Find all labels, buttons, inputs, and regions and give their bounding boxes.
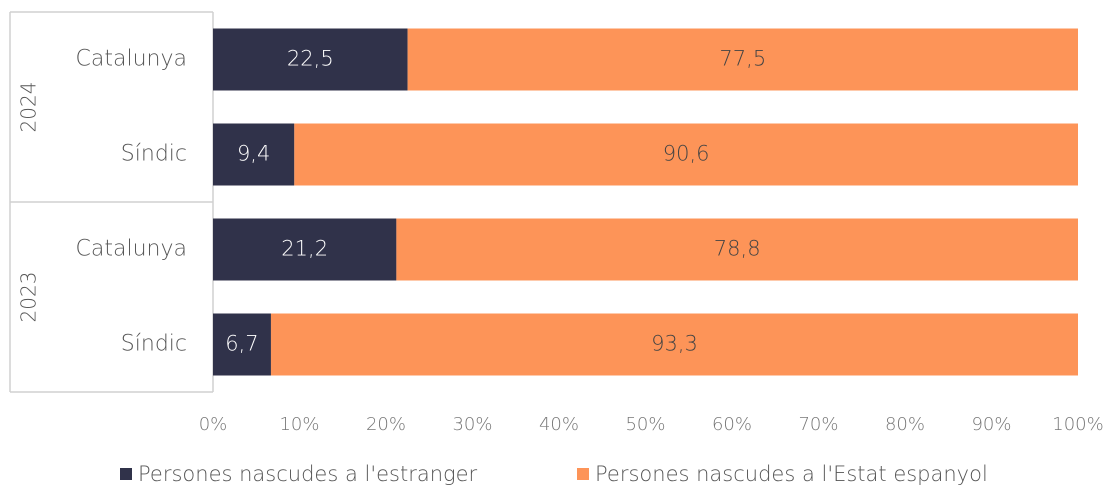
data-label: 22,5: [287, 47, 334, 71]
x-tick-label: 20%: [366, 414, 406, 435]
x-tick-label: 80%: [885, 414, 925, 435]
legend-swatch: [120, 468, 132, 480]
y-tick-label: Síndic: [121, 332, 187, 357]
data-label: 21,2: [281, 237, 328, 261]
data-label: 9,4: [237, 142, 270, 166]
data-label: 77,5: [719, 47, 766, 71]
x-tick-label: 50%: [625, 414, 665, 435]
data-label: 93,3: [651, 332, 698, 356]
data-label: 6,7: [225, 332, 258, 356]
x-tick-label: 70%: [798, 414, 838, 435]
x-tick-label: 40%: [539, 414, 579, 435]
group-label: 2023: [17, 272, 41, 323]
bar-segment: [407, 28, 1078, 91]
bar-segment: [213, 28, 408, 91]
legend-swatch: [577, 468, 589, 480]
legend-label: Persones nascudes a l'estranger: [138, 462, 478, 486]
y-tick-label: Catalunya: [76, 237, 187, 262]
x-tick-label: 90%: [971, 414, 1011, 435]
data-label: 78,8: [714, 237, 761, 261]
y-tick-label: Catalunya: [76, 47, 187, 72]
bar-segment: [270, 313, 1079, 376]
bar-segment: [213, 313, 271, 376]
legend-label: Persones nascudes a l'Estat espanyol: [595, 462, 988, 486]
y-tick-label: Síndic: [121, 142, 187, 167]
x-tick-label: 100%: [1052, 414, 1103, 435]
group-label: 2024: [17, 82, 41, 133]
data-label: 90,6: [663, 142, 710, 166]
bar-segment: [294, 123, 1078, 186]
x-tick-label: 60%: [712, 414, 752, 435]
x-tick-label: 10%: [279, 414, 319, 435]
bar-segment: [396, 218, 1078, 281]
x-tick-label: 30%: [452, 414, 492, 435]
bar-segment: [213, 218, 397, 281]
x-tick-label: 0%: [199, 414, 228, 435]
bar-segment: [213, 123, 295, 186]
